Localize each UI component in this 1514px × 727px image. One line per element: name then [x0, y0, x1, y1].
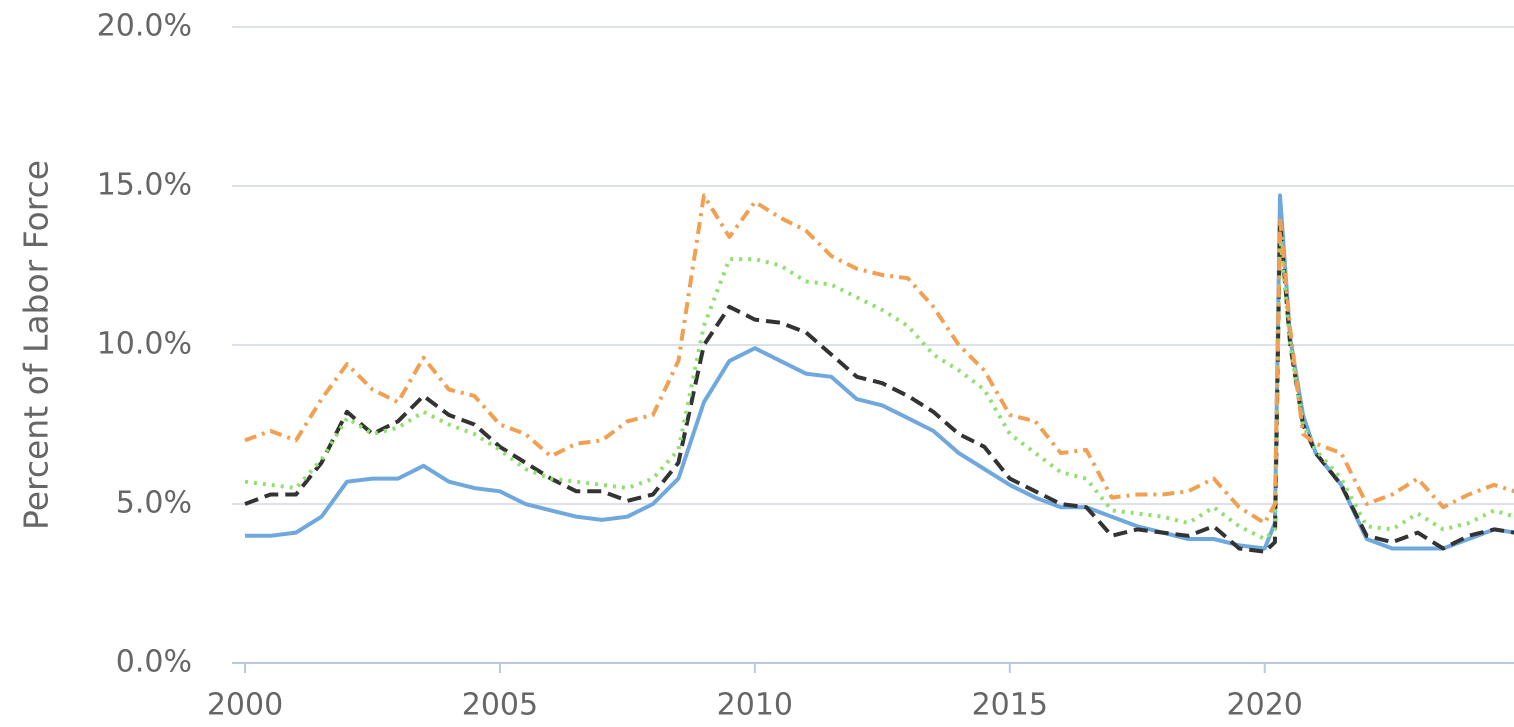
series-line [244, 193, 1514, 526]
y-tick-label: 10.0% [97, 327, 192, 362]
x-tick-label: 2010 [717, 688, 793, 723]
y-tick-label: 5.0% [116, 486, 192, 521]
series-line [244, 219, 1514, 554]
y-tick-label: 15.0% [97, 168, 192, 203]
y-axis-label: Percent of Labor Force [17, 160, 56, 530]
series-line [245, 193, 1514, 551]
x-tick-label: 2015 [972, 688, 1048, 723]
x-tick-label: 2000 [207, 688, 283, 723]
y-tick-label: 0.0% [116, 645, 192, 680]
y-tick-label: 20.0% [97, 9, 192, 44]
x-tick-label: 2020 [1227, 688, 1303, 723]
x-tick-label: 2005 [462, 688, 538, 723]
series-line [244, 231, 1514, 541]
